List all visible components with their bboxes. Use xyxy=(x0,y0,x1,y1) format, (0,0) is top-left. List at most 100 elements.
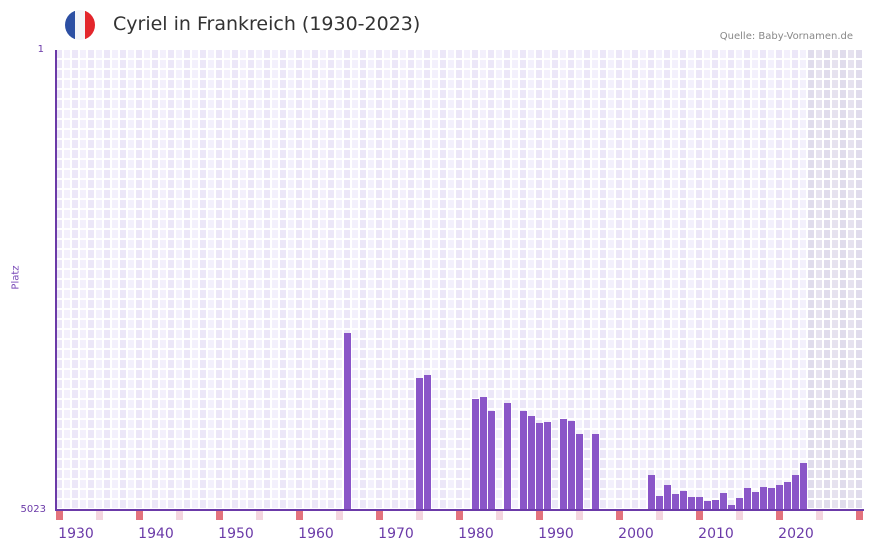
grid-cell xyxy=(432,440,440,450)
bar-2002[interactable] xyxy=(648,475,655,510)
bar-2016[interactable] xyxy=(760,487,767,510)
grid-cell xyxy=(720,480,728,490)
grid-cell xyxy=(712,400,720,410)
grid-cell xyxy=(352,150,360,160)
grid-cell xyxy=(672,200,680,210)
bar-1986[interactable] xyxy=(520,410,527,510)
grid-cell xyxy=(392,160,400,170)
bar-2008[interactable] xyxy=(696,496,703,510)
bar-1964[interactable] xyxy=(344,333,351,510)
bar-2013[interactable] xyxy=(736,498,743,510)
bar-2018[interactable] xyxy=(776,484,783,510)
grid-cell xyxy=(800,150,808,160)
bar-2003[interactable] xyxy=(656,495,663,510)
grid-cell xyxy=(376,320,384,330)
grid-cell xyxy=(552,100,560,110)
grid-cell xyxy=(192,230,200,240)
grid-cell xyxy=(344,250,352,260)
grid-cell xyxy=(664,50,672,60)
bar-2010[interactable] xyxy=(712,500,719,510)
grid-cell xyxy=(728,360,736,370)
bar-2006[interactable] xyxy=(680,491,687,510)
grid-cell xyxy=(328,320,336,330)
bar-2021[interactable] xyxy=(800,463,807,510)
grid-cell xyxy=(240,340,248,350)
grid-cell xyxy=(632,340,640,350)
grid-cell xyxy=(336,210,344,220)
grid-cell xyxy=(696,230,704,240)
grid-cell xyxy=(536,170,544,180)
bar-1993[interactable] xyxy=(576,433,583,510)
grid-cell xyxy=(712,350,720,360)
bar-1980[interactable] xyxy=(472,398,479,510)
grid-cell xyxy=(208,350,216,360)
grid-cell xyxy=(256,50,264,60)
bar-2012[interactable] xyxy=(728,504,735,510)
bar-2011[interactable] xyxy=(720,492,727,510)
bar-1987[interactable] xyxy=(528,416,535,510)
bar-2015[interactable] xyxy=(752,491,759,510)
bar-1981[interactable] xyxy=(480,396,487,510)
grid-cell xyxy=(792,410,800,420)
bar-2005[interactable] xyxy=(672,493,679,510)
bar-2009[interactable] xyxy=(704,501,711,510)
grid-cell xyxy=(616,410,624,420)
grid-cell xyxy=(808,320,816,330)
grid-cell xyxy=(320,450,328,460)
grid-cell xyxy=(336,320,344,330)
grid-cell xyxy=(448,360,456,370)
bar-1988[interactable] xyxy=(536,422,543,510)
grid-cell xyxy=(456,210,464,220)
grid-cell xyxy=(392,90,400,100)
grid-cell xyxy=(120,110,128,120)
grid-cell xyxy=(776,250,784,260)
grid-cell xyxy=(96,140,104,150)
grid-cell xyxy=(160,200,168,210)
grid-cell xyxy=(728,50,736,60)
grid-cell xyxy=(216,220,224,230)
grid-cell xyxy=(232,330,240,340)
bar-1989[interactable] xyxy=(544,421,551,510)
grid-cell xyxy=(616,390,624,400)
grid-cell xyxy=(456,310,464,320)
bar-2014[interactable] xyxy=(744,488,751,510)
grid-cell xyxy=(184,330,192,340)
grid-cell xyxy=(160,390,168,400)
grid-cell xyxy=(704,190,712,200)
grid-cell xyxy=(688,50,696,60)
bar-2020[interactable] xyxy=(792,475,799,510)
grid-cell xyxy=(400,460,408,470)
grid-cell xyxy=(368,480,376,490)
grid-cell xyxy=(120,150,128,160)
grid-cell xyxy=(512,440,520,450)
grid-cell xyxy=(856,210,864,220)
bar-1974[interactable] xyxy=(424,374,431,510)
grid-cell xyxy=(432,390,440,400)
grid-cell xyxy=(88,270,96,280)
bar-2007[interactable] xyxy=(688,496,695,510)
grid-cell xyxy=(64,50,72,60)
grid-cell xyxy=(336,250,344,260)
bar-1982[interactable] xyxy=(488,410,495,510)
bar-1984[interactable] xyxy=(504,403,511,510)
grid-cell xyxy=(568,180,576,190)
bar-2019[interactable] xyxy=(784,481,791,510)
bar-2004[interactable] xyxy=(664,484,671,510)
bar-2017[interactable] xyxy=(768,488,775,510)
grid-cell xyxy=(288,170,296,180)
grid-cell xyxy=(104,230,112,240)
bar-1973[interactable] xyxy=(416,378,423,510)
bar-1991[interactable] xyxy=(560,419,567,510)
grid-cell xyxy=(192,50,200,60)
grid-cell xyxy=(112,100,120,110)
grid-cell xyxy=(152,100,160,110)
grid-cell xyxy=(824,140,832,150)
grid-cell xyxy=(136,100,144,110)
grid-cell xyxy=(816,190,824,200)
bar-1995[interactable] xyxy=(592,433,599,510)
grid-cell xyxy=(152,260,160,270)
grid-cell xyxy=(464,410,472,420)
bar-1992[interactable] xyxy=(568,420,575,510)
grid-cell xyxy=(728,210,736,220)
grid-cell xyxy=(200,80,208,90)
